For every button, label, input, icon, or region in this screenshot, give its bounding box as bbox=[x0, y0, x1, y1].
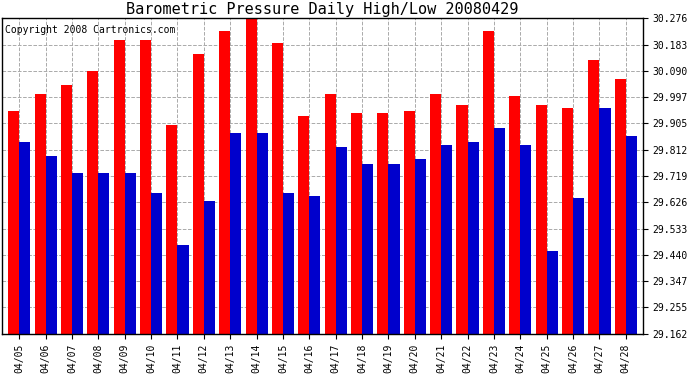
Bar bbox=[246, 18, 257, 334]
Bar bbox=[483, 31, 494, 334]
Bar bbox=[415, 159, 426, 334]
Bar bbox=[573, 198, 584, 334]
Bar bbox=[494, 128, 505, 334]
Bar bbox=[336, 147, 347, 334]
Bar bbox=[230, 133, 241, 334]
Bar bbox=[72, 173, 83, 334]
Bar bbox=[166, 125, 177, 334]
Bar bbox=[600, 108, 611, 334]
Bar bbox=[388, 164, 400, 334]
Bar bbox=[546, 251, 558, 334]
Bar bbox=[204, 201, 215, 334]
Bar bbox=[140, 40, 151, 334]
Bar bbox=[362, 164, 373, 334]
Bar bbox=[298, 116, 309, 334]
Title: Barometric Pressure Daily High/Low 20080429: Barometric Pressure Daily High/Low 20080… bbox=[126, 2, 519, 17]
Bar bbox=[468, 142, 479, 334]
Bar bbox=[509, 96, 520, 334]
Bar bbox=[441, 145, 452, 334]
Bar bbox=[151, 193, 162, 334]
Bar bbox=[125, 173, 136, 334]
Bar bbox=[61, 85, 72, 334]
Bar bbox=[626, 136, 637, 334]
Bar bbox=[324, 94, 336, 334]
Bar bbox=[19, 142, 30, 334]
Text: Copyright 2008 Cartronics.com: Copyright 2008 Cartronics.com bbox=[6, 24, 176, 34]
Bar bbox=[114, 40, 125, 334]
Bar bbox=[219, 31, 230, 334]
Bar bbox=[193, 54, 204, 334]
Bar bbox=[457, 105, 468, 334]
Bar bbox=[351, 113, 362, 334]
Bar bbox=[34, 94, 46, 334]
Bar bbox=[430, 94, 441, 334]
Bar bbox=[257, 133, 268, 334]
Bar bbox=[535, 105, 546, 334]
Bar bbox=[46, 156, 57, 334]
Bar bbox=[309, 196, 320, 334]
Bar bbox=[377, 113, 388, 334]
Bar bbox=[404, 111, 415, 334]
Bar bbox=[177, 245, 188, 334]
Bar bbox=[283, 193, 294, 334]
Bar bbox=[589, 60, 600, 334]
Bar bbox=[520, 145, 531, 334]
Bar bbox=[615, 80, 626, 334]
Bar bbox=[8, 111, 19, 334]
Bar bbox=[87, 71, 99, 334]
Bar bbox=[562, 108, 573, 334]
Bar bbox=[99, 173, 110, 334]
Bar bbox=[272, 43, 283, 334]
